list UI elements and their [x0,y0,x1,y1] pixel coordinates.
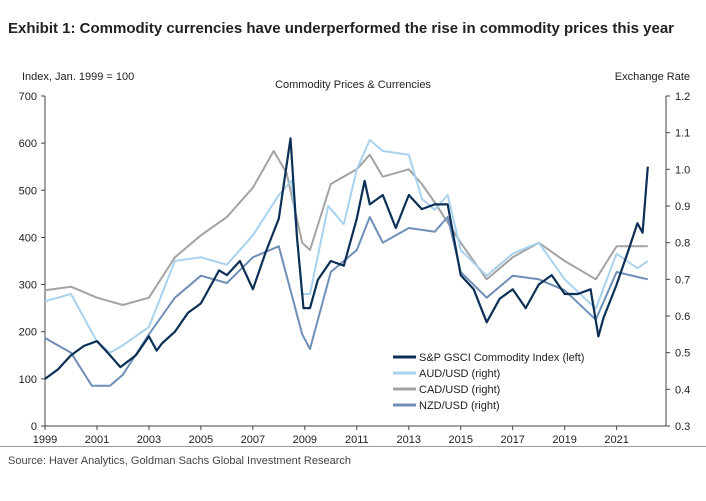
y2-axis-label: Exchange Rate [615,71,690,83]
y2-tick-label: 0.7 [675,274,690,286]
x-tick-label: 2009 [293,434,317,445]
x-tick-label: 2019 [552,434,576,445]
y2-tick-label: 0.8 [675,238,690,250]
legend-entry: AUD/USD (right) [419,368,500,380]
y-tick-label: 600 [19,138,37,150]
series-line-cadusd [44,150,648,306]
legend-entry: CAD/USD (right) [419,384,500,396]
y2-tick-label: 1.0 [675,164,690,176]
legend-entry: NZD/USD (right) [419,400,500,412]
x-tick-label: 2001 [85,434,109,445]
y2-tick-label: 0.9 [675,201,690,213]
y-axis-label: Index, Jan. 1999 = 100 [22,71,134,83]
y-tick-label: 100 [19,374,37,386]
x-tick-label: 2017 [500,434,524,445]
y-tick-label: 500 [19,185,37,197]
x-tick-label: 1999 [33,434,57,445]
y-tick-label: 400 [19,232,37,244]
x-tick-label: 2007 [241,434,265,445]
legend-entry: S&P GSCI Commodity Index (left) [419,352,584,364]
x-tick-label: 2011 [345,434,369,445]
x-tick-label: 2005 [189,434,213,445]
y2-tick-label: 0.4 [675,384,690,396]
y2-tick-label: 0.3 [675,421,690,433]
y-tick-label: 700 [19,91,37,103]
series-line-sp [44,137,649,380]
chart: Index, Jan. 1999 = 100 Commodity Prices … [19,71,691,445]
y-tick-label: 200 [19,327,37,339]
y-tick-label: 300 [19,280,37,292]
x-tick-label: 2021 [604,434,628,445]
y2-tick-label: 1.2 [675,91,690,103]
divider [0,446,706,447]
x-tick-label: 2015 [448,434,472,445]
y-tick-label: 0 [31,421,37,433]
exhibit-title: Exhibit 1: Commodity currencies have und… [8,20,675,37]
y2-tick-label: 1.1 [675,128,690,140]
x-tick-label: 2003 [137,434,161,445]
y2-tick-label: 0.6 [675,311,690,323]
y2-tick-label: 0.5 [675,348,690,360]
series-line-audusd [44,139,649,354]
x-tick-label: 2013 [397,434,421,445]
chart-title: Commodity Prices & Currencies [275,79,431,91]
source-note: Source: Haver Analytics, Goldman Sachs G… [8,455,351,467]
